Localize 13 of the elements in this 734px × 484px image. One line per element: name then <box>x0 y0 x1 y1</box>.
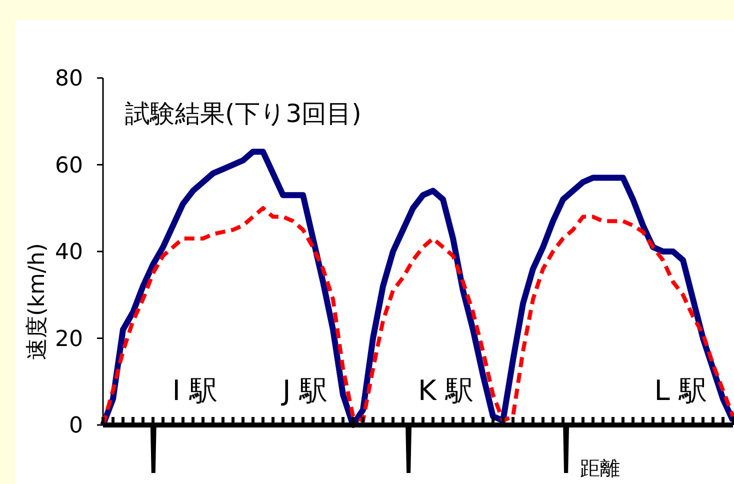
text: 試験結果(下り3回目) <box>125 99 362 128</box>
y-tick-label: 60 <box>55 153 83 178</box>
y-tick-label: 40 <box>55 240 83 266</box>
annotation: I 駅 <box>172 374 218 407</box>
annotation: K 駅 <box>418 374 474 407</box>
y-tick-label: 0 <box>69 414 83 439</box>
line-series <box>101 206 734 427</box>
annotation: L 駅 <box>654 374 707 407</box>
y-tick-label: 20 <box>55 326 83 352</box>
y-tick-label: 80 <box>55 66 83 92</box>
y-axis-title: 速度(km/h) <box>25 243 50 360</box>
annotation: J 駅 <box>280 374 328 407</box>
x-axis-title: 距離 <box>580 456 620 480</box>
